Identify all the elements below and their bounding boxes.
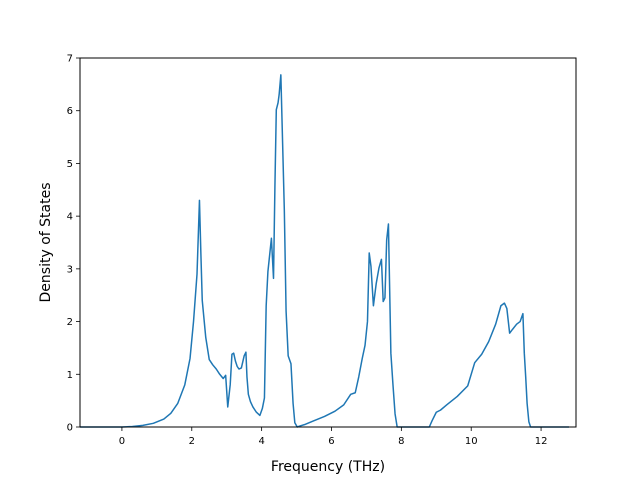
- y-tick-label: 3: [67, 264, 73, 275]
- x-tick-label: 12: [535, 436, 548, 447]
- y-tick-label: 5: [67, 159, 73, 170]
- x-axis-label: Frequency (THz): [271, 459, 385, 475]
- x-tick-label: 2: [189, 436, 195, 447]
- y-axis: 0 1 2 3 4 5 6 7: [67, 54, 80, 434]
- y-tick-label: 0: [67, 423, 73, 434]
- y-tick-label: 2: [67, 317, 73, 328]
- plot-area: [80, 58, 576, 427]
- plot-frame: [79, 57, 577, 428]
- y-tick-label: 4: [67, 212, 73, 223]
- y-tick-label: 7: [67, 54, 73, 65]
- x-tick-label: 8: [398, 436, 404, 447]
- x-tick-label: 0: [119, 436, 125, 447]
- x-tick-label: 10: [465, 436, 478, 447]
- x-tick-label: 4: [258, 436, 264, 447]
- x-tick-label: 6: [328, 436, 334, 447]
- y-tick-label: 6: [67, 106, 73, 117]
- x-axis: 0 2 4 6 8 10 12: [119, 427, 548, 447]
- y-axis-label: Density of States: [38, 183, 54, 303]
- y-tick-label: 1: [67, 370, 73, 381]
